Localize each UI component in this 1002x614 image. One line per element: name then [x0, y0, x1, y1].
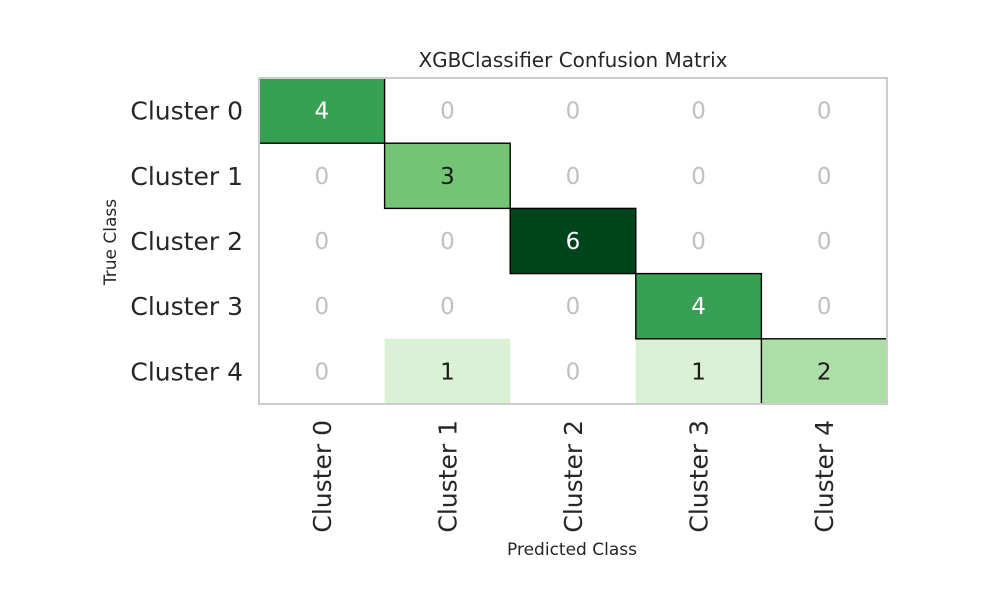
cell-value-label: 0 — [314, 294, 329, 320]
cell-value-label: 0 — [566, 99, 581, 125]
plot-frame — [258, 77, 888, 405]
cell-value-label: 0 — [817, 164, 832, 190]
y-tick-label: Cluster 4 — [130, 357, 243, 386]
y-tick-label: Cluster 0 — [130, 97, 243, 126]
heatmap-cell — [761, 338, 887, 404]
cell-value-label: 0 — [566, 359, 581, 385]
y-tick-label: Cluster 1 — [130, 162, 243, 191]
cell-value-label: 1 — [691, 359, 706, 385]
heatmap-cell — [510, 208, 636, 274]
heatmap-cell — [384, 208, 511, 274]
heatmap-cell — [761, 273, 887, 339]
x-tick-label: Cluster 4 — [810, 420, 839, 533]
cell-value-label: 4 — [314, 99, 329, 125]
heatmap-cell — [384, 273, 511, 339]
heatmap-cell — [761, 78, 887, 144]
chart-title: XGBClassifier Confusion Matrix — [418, 48, 727, 72]
cell-value-label: 0 — [314, 164, 329, 190]
cell-value-label: 0 — [817, 99, 832, 125]
y-tick-label: Cluster 3 — [130, 292, 243, 321]
cell-value-label: 0 — [440, 294, 455, 320]
heatmap-cells — [259, 78, 887, 404]
heatmap-cell — [761, 208, 887, 274]
heatmap-cell — [259, 208, 385, 274]
cell-value-label: 0 — [566, 294, 581, 320]
diagonal-cell-outline — [383, 142, 511, 210]
heatmap-cell — [259, 143, 385, 209]
heatmap-cell — [635, 273, 762, 339]
diagonal-cell-outline — [509, 207, 637, 275]
x-tick-labels: Cluster 0 Cluster 1 Cluster 2 Cluster 3 Clus… — [308, 420, 839, 533]
cell-value-label: 0 — [440, 99, 455, 125]
cell-value-label: 4 — [691, 294, 706, 320]
x-tick-label: Cluster 2 — [559, 420, 588, 533]
cell-value-label: 0 — [566, 164, 581, 190]
cell-labels: 4 0 0 0 0 0 3 0 0 0 0 0 6 0 0 0 0 0 4 0 0 1 0 1 2 — [314, 99, 831, 386]
heatmap-cell — [761, 143, 887, 209]
heatmap-cell — [635, 338, 762, 404]
y-axis-title: True Class — [101, 199, 121, 286]
cell-value-label: 0 — [817, 294, 832, 320]
cell-value-label: 0 — [691, 229, 706, 255]
heatmap-cell — [510, 273, 636, 339]
heatmap-cell — [384, 143, 511, 209]
heatmap-cell — [635, 143, 762, 209]
heatmap-cell — [510, 338, 636, 404]
cell-value-label: 1 — [440, 359, 455, 385]
y-tick-label: Cluster 2 — [130, 227, 243, 256]
heatmap-cell — [384, 78, 511, 144]
heatmap-cell — [635, 78, 762, 144]
heatmap-cell — [635, 208, 762, 274]
cell-value-label: 0 — [440, 229, 455, 255]
cell-value-label: 6 — [566, 229, 581, 255]
heatmap-cell — [259, 273, 385, 339]
cell-value-label: 0 — [691, 99, 706, 125]
x-tick-label: Cluster 0 — [308, 420, 337, 533]
cell-value-label: 0 — [314, 359, 329, 385]
cell-value-label: 0 — [314, 229, 329, 255]
y-tick-labels: Cluster 0 Cluster 1 Cluster 2 Cluster 3 Clus… — [130, 97, 243, 387]
cell-value-label: 0 — [691, 164, 706, 190]
heatmap-cell — [259, 78, 385, 144]
x-tick-label: Cluster 3 — [685, 420, 714, 533]
heatmap-cell — [510, 143, 636, 209]
heatmap-cell — [259, 338, 385, 404]
diagonal-cell-outline — [635, 272, 763, 340]
heatmap-cell — [510, 78, 636, 144]
x-axis-title: Predicted Class — [507, 540, 637, 560]
cell-value-label: 2 — [817, 359, 832, 385]
cell-value-label: 0 — [817, 229, 832, 255]
x-tick-label: Cluster 1 — [433, 420, 462, 533]
heatmap-cell — [384, 338, 511, 404]
cell-value-label: 3 — [440, 164, 455, 190]
